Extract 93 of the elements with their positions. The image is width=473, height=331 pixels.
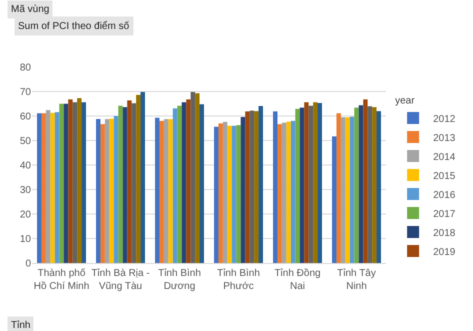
bar <box>286 122 291 263</box>
bar <box>96 118 100 263</box>
bar <box>258 106 263 263</box>
x-tick-label: Tỉnh Bình Phước <box>217 268 260 292</box>
bar <box>318 103 322 263</box>
legend-label: 2012 <box>433 114 456 125</box>
bar <box>236 125 241 263</box>
y-tick-label: 60 <box>20 112 32 122</box>
bar <box>290 120 296 263</box>
bar <box>358 105 364 263</box>
y-tick-label: 40 <box>20 160 32 172</box>
y-tick-label: 20 <box>20 210 32 220</box>
bar <box>245 111 250 263</box>
bar <box>100 124 105 263</box>
bar <box>214 126 218 263</box>
y-tick-label: 10 <box>20 234 32 245</box>
bar <box>308 106 314 263</box>
bar <box>177 106 182 263</box>
bar <box>82 102 86 263</box>
bar <box>345 117 350 263</box>
legend-title: year <box>395 96 416 107</box>
bar <box>109 118 114 263</box>
bar <box>122 107 128 263</box>
bar <box>64 104 68 263</box>
bar <box>77 98 82 263</box>
bar <box>140 92 145 263</box>
legend-label: 2013 <box>433 132 456 144</box>
legend-label: 2015 <box>433 170 456 182</box>
x-tick-label: Thành phố Hồ Chí Minh <box>34 268 90 292</box>
bar <box>46 110 50 263</box>
chart-title: Sum of PCI theo điểm số <box>18 20 130 32</box>
bar <box>313 102 318 263</box>
bar <box>72 102 78 263</box>
bar <box>54 112 60 263</box>
bar <box>50 112 55 263</box>
bar <box>304 102 309 263</box>
bar <box>155 118 160 263</box>
bar <box>282 122 286 263</box>
y-tick-label: 0 <box>25 258 32 270</box>
bar <box>182 102 186 263</box>
legend-label: 2019 <box>433 246 456 258</box>
bar <box>300 108 304 263</box>
bar <box>118 106 123 263</box>
legend-label: 2018 <box>433 228 456 239</box>
y-tick-label: 30 <box>20 185 32 196</box>
y-tick-label: 80 <box>20 62 32 74</box>
bar <box>195 93 200 263</box>
bar <box>350 116 354 263</box>
bar <box>59 104 64 263</box>
bar <box>190 92 196 263</box>
bar <box>340 117 346 263</box>
y-tick-label: 50 <box>20 136 32 147</box>
bar <box>104 119 110 263</box>
bar <box>172 108 178 263</box>
bar <box>159 120 164 263</box>
bar <box>332 136 336 263</box>
x-tick-label: Tỉnh Bà Rịa - Vũng Tàu <box>91 268 150 292</box>
bar <box>186 99 191 263</box>
bar <box>37 113 42 263</box>
bar <box>254 111 259 263</box>
legend-label: 2016 <box>433 190 456 201</box>
bar <box>136 94 141 263</box>
x-tick-label: Tỉnh Tây Ninh <box>337 268 376 292</box>
bar <box>336 113 341 263</box>
legend-label: 2017 <box>433 208 456 220</box>
bar <box>168 119 173 263</box>
text: Tỉnh <box>11 320 30 331</box>
bar <box>250 110 254 263</box>
bar <box>368 106 372 263</box>
bar <box>227 126 232 263</box>
x-tick-label: Tỉnh Đồng Nai <box>274 268 321 292</box>
bar <box>376 111 381 263</box>
text: Mã vùng <box>11 4 50 15</box>
bar <box>114 116 118 263</box>
bar <box>41 113 46 263</box>
bar <box>240 116 246 263</box>
bar <box>372 107 377 263</box>
x-tick-label: Tỉnh Bình Dương <box>158 268 201 292</box>
bar <box>164 119 168 263</box>
bar <box>200 104 204 263</box>
legend-label: 2014 <box>433 152 456 163</box>
y-tick-label: 70 <box>20 87 32 98</box>
bar <box>68 99 73 263</box>
bar <box>222 122 228 263</box>
bar <box>273 111 278 263</box>
bar <box>295 108 300 263</box>
bar <box>127 100 132 263</box>
bar <box>132 103 136 263</box>
bar <box>218 123 223 263</box>
bar <box>354 108 359 263</box>
bar <box>363 99 368 263</box>
bar <box>277 124 282 263</box>
bar <box>232 126 236 263</box>
